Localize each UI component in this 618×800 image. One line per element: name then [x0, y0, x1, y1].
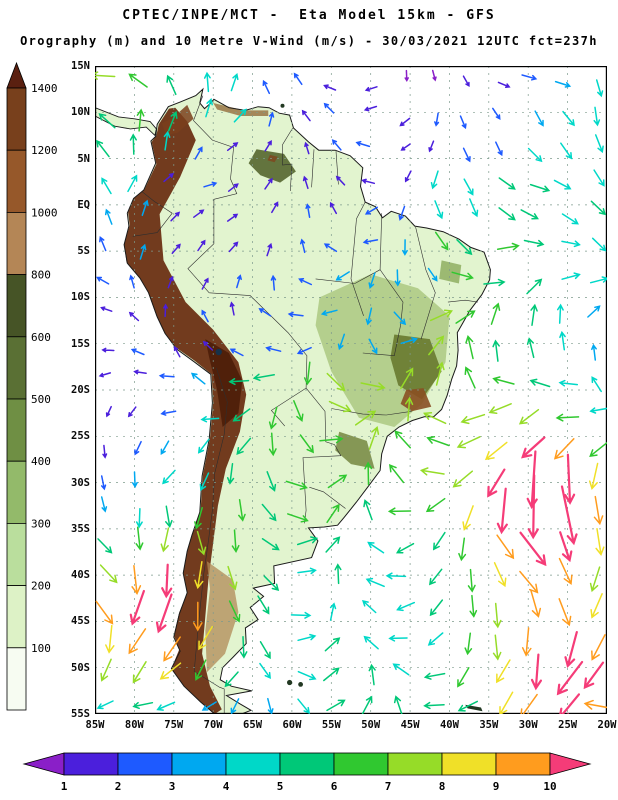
lat-tick-15S: 15S	[71, 337, 90, 350]
svg-text:6: 6	[331, 780, 338, 793]
svg-text:800: 800	[31, 269, 51, 282]
lat-tick-25S: 25S	[71, 430, 90, 443]
svg-text:300: 300	[31, 517, 51, 530]
svg-text:500: 500	[31, 393, 51, 406]
svg-text:10: 10	[543, 780, 556, 793]
lon-tick-30W: 30W	[518, 719, 538, 731]
svg-text:8: 8	[439, 780, 446, 793]
lat-tick-35S: 35S	[71, 522, 90, 535]
lon-tick-50W: 50W	[361, 719, 381, 731]
lat-tick-50S: 50S	[71, 661, 90, 674]
lat-tick-5S: 5S	[77, 245, 90, 258]
svg-text:3: 3	[169, 780, 176, 793]
svg-text:100: 100	[31, 642, 51, 655]
svg-text:600: 600	[31, 331, 51, 344]
svg-text:400: 400	[31, 455, 51, 468]
lat-tick-55S: 55S	[71, 708, 90, 720]
lat-tick-30S: 30S	[71, 476, 90, 489]
lat-tick-20S: 20S	[71, 384, 90, 396]
lat-tick-45S: 45S	[71, 615, 90, 628]
svg-text:1000: 1000	[31, 206, 58, 219]
svg-text:2: 2	[115, 780, 122, 793]
lon-tick-25W: 25W	[558, 719, 578, 731]
lon-tick-70W: 70W	[203, 719, 223, 731]
map-plot-area	[89, 66, 614, 720]
lon-tick-35W: 35W	[479, 719, 499, 731]
lon-tick-40W: 40W	[439, 719, 459, 731]
svg-text:5: 5	[277, 780, 284, 793]
lon-tick-85W: 85W	[85, 719, 105, 731]
svg-text:200: 200	[31, 580, 51, 593]
lon-tick-55W: 55W	[321, 719, 341, 731]
lat-tick-10N: 10N	[71, 106, 90, 119]
lat-tick-EQ: EQ	[77, 198, 90, 211]
svg-text:9: 9	[493, 780, 500, 793]
svg-text:1400: 1400	[31, 82, 58, 95]
lon-tick-45W: 45W	[400, 719, 420, 731]
lon-tick-80W: 80W	[124, 719, 144, 731]
lon-tick-60W: 60W	[282, 719, 302, 731]
lat-tick-10S: 10S	[71, 291, 90, 304]
lat-tick-40S: 40S	[71, 569, 90, 582]
svg-text:4: 4	[223, 780, 230, 793]
chart-subtitle: Orography (m) and 10 Metre V-Wind (m/s) …	[20, 34, 598, 48]
lat-tick-5N: 5N	[77, 152, 90, 165]
svg-text:1200: 1200	[31, 144, 58, 157]
lat-tick-15N: 15N	[71, 60, 90, 72]
wind-speed-colorbar: 1 2 3 4 5 6 7 8 9 10	[22, 752, 596, 796]
svg-text:7: 7	[385, 780, 392, 793]
lon-tick-20W: 20W	[597, 719, 617, 731]
lon-tick-65W: 65W	[243, 719, 263, 731]
svg-text:1: 1	[61, 780, 68, 793]
orography-colorbar: 1400 1200 1000 800 600 500 400 300 200 100	[6, 61, 86, 718]
lon-tick-75W: 75W	[164, 719, 184, 731]
chart-title: CPTEC/INPE/MCT - Eta Model 15km - GFS	[122, 8, 496, 23]
